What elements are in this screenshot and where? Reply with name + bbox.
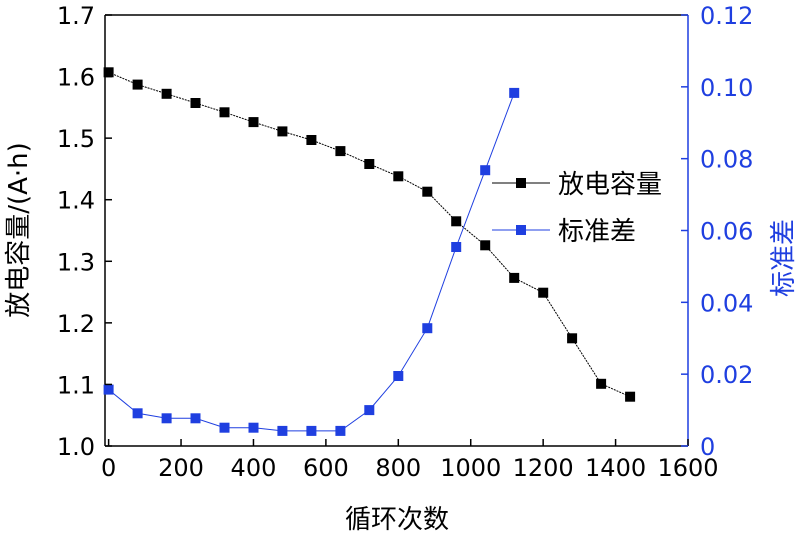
data-point-capacity	[277, 126, 288, 137]
data-point-capacity	[451, 216, 462, 227]
tick-layer: 0 200 400 600 800 1000 1200 1400 1600 1.0 1.1 1.2 1.…	[57, 2, 754, 482]
right-y-tick-label: 0.02	[700, 361, 753, 389]
left-y-tick-label: 1.2	[57, 310, 95, 338]
left-y-tick-label: 1.7	[57, 2, 95, 30]
data-point-std	[480, 165, 491, 176]
left-y-tick-label: 1.6	[57, 64, 95, 92]
data-point-std	[219, 422, 230, 433]
data-point-std	[393, 371, 404, 381]
right-y-tick-label: 0	[700, 433, 715, 461]
data-point-std	[132, 408, 143, 419]
data-point-std	[161, 413, 172, 424]
data-point-capacity	[219, 107, 230, 118]
data-point-std	[277, 425, 288, 436]
data-point-capacity	[103, 67, 114, 78]
data-point-capacity	[509, 272, 520, 283]
data-point-capacity	[335, 146, 346, 157]
data-point-capacity	[393, 171, 404, 182]
axis-labels: 循环次数 放电容量/(A·h) 标准差	[4, 142, 799, 533]
data-point-capacity	[567, 333, 578, 344]
data-point-capacity	[596, 378, 607, 389]
data-point-capacity	[248, 117, 259, 128]
left-y-tick-label: 1.1	[57, 371, 95, 399]
data-point-std	[190, 413, 201, 424]
legend-marker-capacity	[516, 178, 526, 188]
data-point-std	[248, 422, 259, 433]
right-y-tick-label: 0.12	[700, 2, 753, 30]
legend-label-capacity: 放电容量	[558, 170, 662, 200]
series-line-capacity	[108, 71, 631, 398]
right-y-tick-label: 0.08	[700, 146, 753, 174]
data-point-std	[364, 405, 375, 416]
legend-marker-std	[516, 225, 526, 235]
legend-entry-capacity: 放电容量	[492, 170, 662, 200]
series-layer	[103, 67, 636, 436]
legend: 放电容量 标准差	[492, 170, 662, 247]
data-point-capacity	[190, 98, 201, 108]
data-point-capacity	[538, 287, 549, 298]
data-point-std	[103, 384, 114, 395]
left-y-tick-label: 1.3	[57, 248, 95, 276]
left-y-tick-label: 1.5	[57, 125, 95, 153]
right-y-tick-label: 0.06	[700, 218, 753, 246]
data-point-std	[509, 87, 520, 98]
data-point-capacity	[480, 240, 491, 251]
data-point-std	[422, 323, 433, 334]
legend-label-std: 标准差	[558, 217, 636, 247]
left-y-axis-label: 放电容量/(A·h)	[4, 142, 34, 318]
data-point-std	[306, 425, 317, 436]
data-point-capacity	[625, 391, 636, 402]
data-point-std	[335, 425, 346, 436]
x-tick-label: 400	[231, 454, 277, 482]
data-point-capacity	[132, 79, 143, 90]
x-axis-label: 循环次数	[345, 505, 449, 533]
x-tick-label: 800	[375, 454, 421, 482]
right-y-axis-label: 标准差	[769, 219, 799, 297]
x-tick-label: 0	[101, 454, 116, 482]
right-y-tick-label: 0.04	[700, 289, 753, 317]
data-point-capacity	[364, 159, 375, 169]
x-tick-label: 1200	[513, 454, 574, 482]
x-tick-label: 1400	[585, 454, 646, 482]
data-point-std	[451, 242, 462, 252]
data-point-capacity	[161, 88, 172, 99]
x-tick-label: 1600	[657, 454, 718, 482]
legend-entry-std: 标准差	[492, 217, 636, 247]
left-y-tick-label: 1.0	[57, 433, 95, 461]
data-point-capacity	[306, 135, 317, 145]
data-point-capacity	[422, 186, 433, 197]
right-y-tick-label: 0.10	[700, 74, 753, 102]
x-tick-label: 1000	[440, 454, 501, 482]
x-tick-label: 200	[158, 454, 204, 482]
x-tick-label: 600	[303, 454, 349, 482]
left-y-tick-label: 1.4	[57, 187, 95, 215]
